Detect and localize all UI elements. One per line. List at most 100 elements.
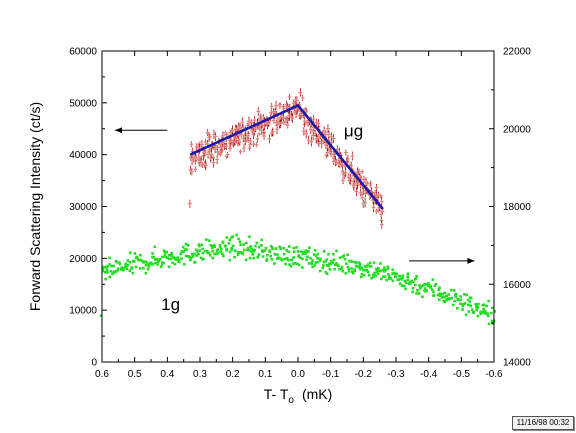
data-point — [443, 300, 446, 304]
data-point-halo — [224, 144, 229, 149]
data-point-halo — [285, 123, 290, 127]
data-point-halo — [275, 127, 279, 131]
data-point — [193, 260, 196, 264]
data-point — [416, 288, 419, 292]
data-point — [305, 250, 309, 254]
data-point — [406, 278, 410, 282]
data-point — [346, 265, 350, 269]
data-point-halo — [194, 156, 198, 161]
data-point — [151, 252, 154, 255]
data-point-halo — [374, 185, 379, 190]
data-point — [276, 253, 279, 256]
data-point-halo — [252, 118, 257, 122]
data-point — [153, 245, 157, 249]
data-point — [231, 244, 235, 248]
data-point — [413, 283, 417, 287]
data-point — [199, 256, 203, 260]
data-point — [340, 267, 343, 271]
data-point — [147, 264, 151, 268]
data-point — [327, 252, 330, 256]
data-point — [295, 246, 298, 249]
data-point — [218, 245, 222, 249]
y-left-tick-label: 30000 — [69, 202, 97, 213]
data-point-halo — [360, 195, 364, 200]
data-point — [375, 270, 378, 274]
data-point — [169, 257, 173, 261]
data-point — [470, 308, 474, 312]
data-point-halo — [211, 155, 216, 160]
x-axis-title-unit: (mK) — [302, 386, 332, 402]
data-point-halo — [375, 195, 380, 200]
data-point-halo — [269, 104, 274, 109]
data-point — [325, 272, 329, 276]
data-point — [392, 272, 396, 275]
data-point — [110, 264, 113, 268]
x-axis-title-subscript: o — [288, 395, 294, 406]
y-left-tick-label: 0 — [91, 358, 97, 369]
data-point-halo — [190, 169, 194, 174]
data-point-halo — [300, 96, 305, 100]
data-point-halo — [349, 163, 353, 168]
data-point-halo — [379, 212, 383, 217]
data-point — [211, 256, 214, 260]
data-point-halo — [324, 132, 328, 137]
data-point — [242, 243, 245, 246]
data-point-halo — [379, 218, 384, 223]
annotation-label: μg — [344, 122, 363, 141]
data-point — [204, 238, 208, 241]
data-point-halo — [208, 135, 212, 139]
data-point — [482, 303, 486, 307]
data-point — [128, 269, 132, 273]
data-point — [337, 264, 340, 267]
data-point — [484, 312, 487, 315]
data-point-halo — [246, 133, 251, 138]
data-point-halo — [205, 142, 210, 146]
data-point — [379, 269, 382, 273]
data-point-halo — [267, 137, 272, 141]
data-point — [136, 257, 140, 260]
data-point — [252, 256, 255, 260]
data-point-halo — [218, 152, 223, 157]
data-point — [112, 264, 115, 268]
data-point — [249, 246, 253, 249]
data-point-halo — [204, 163, 208, 168]
data-point — [236, 251, 240, 254]
data-point — [275, 257, 279, 261]
data-point-halo — [213, 134, 218, 139]
data-point — [479, 310, 482, 314]
data-point — [325, 258, 329, 261]
data-point — [342, 254, 346, 258]
data-point — [309, 256, 312, 260]
data-point — [461, 308, 464, 311]
data-point — [177, 260, 180, 264]
data-point — [198, 249, 201, 252]
data-point — [401, 276, 404, 280]
data-point — [328, 262, 331, 265]
x-axis-title-main: T- T — [264, 386, 289, 402]
data-point — [246, 246, 250, 250]
data-point — [376, 272, 380, 276]
data-point — [118, 261, 121, 264]
data-point — [260, 244, 263, 247]
data-point — [122, 268, 125, 272]
data-point — [343, 257, 347, 261]
data-point — [156, 263, 159, 266]
data-point — [154, 261, 157, 265]
series-one-g — [99, 233, 496, 326]
data-point — [245, 241, 248, 245]
data-point-halo — [235, 127, 239, 132]
data-point — [290, 258, 294, 262]
data-point-halo — [248, 139, 253, 143]
data-point — [201, 247, 205, 251]
data-point — [218, 243, 222, 247]
data-point — [183, 263, 186, 266]
data-point — [483, 309, 487, 313]
data-point — [278, 257, 282, 260]
data-point-halo — [287, 95, 292, 99]
data-point — [454, 292, 458, 296]
data-point — [167, 257, 171, 261]
data-point — [493, 310, 496, 313]
data-point-halo — [276, 117, 280, 121]
data-point — [362, 268, 365, 272]
data-point — [322, 250, 326, 253]
